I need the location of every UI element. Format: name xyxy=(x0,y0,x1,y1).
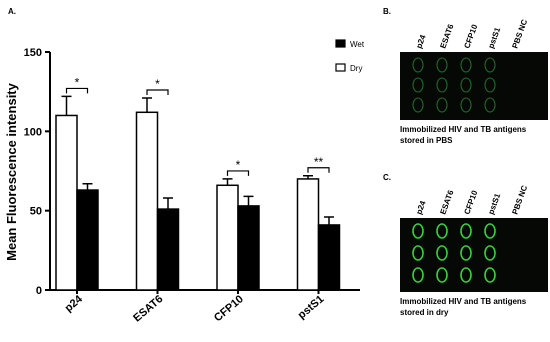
spot xyxy=(412,77,424,93)
legend-label: Wet xyxy=(350,40,365,49)
significance-bracket xyxy=(226,170,250,176)
y-tick-label: 150 xyxy=(24,47,42,59)
spot xyxy=(436,245,448,261)
spot xyxy=(484,267,496,283)
bar xyxy=(156,208,180,291)
significance-bracket xyxy=(65,87,89,94)
bar xyxy=(216,184,239,291)
x-tick-label: ESAT6 xyxy=(131,293,165,324)
spot xyxy=(460,97,472,113)
x-tick-label: CFP10 xyxy=(212,293,246,324)
legend-swatch xyxy=(335,63,346,72)
y-tick-label: 100 xyxy=(24,126,42,138)
error-bar xyxy=(243,195,254,206)
spot xyxy=(436,223,448,239)
column-label: pstS1 xyxy=(486,192,502,216)
significance-label: * xyxy=(236,158,241,172)
y-tick-label: 50 xyxy=(30,206,42,218)
significance-bracket xyxy=(146,89,169,96)
bar xyxy=(135,111,159,291)
spot xyxy=(436,57,448,73)
legend-label: Dry xyxy=(350,64,362,73)
spot xyxy=(436,267,448,283)
column-label: ESAT6 xyxy=(438,188,455,215)
bar xyxy=(237,205,260,291)
x-tick-label: p24 xyxy=(63,293,86,315)
panel-label: B. xyxy=(383,7,391,16)
column-label: CFP10 xyxy=(462,189,479,216)
spot xyxy=(484,97,496,113)
spot xyxy=(484,57,496,73)
y-tick-label: 0 xyxy=(36,285,42,297)
column-label: p24 xyxy=(414,199,427,216)
column-label: CFP10 xyxy=(462,23,479,50)
spot xyxy=(460,77,472,93)
bar xyxy=(317,224,341,291)
bar xyxy=(296,178,320,291)
x-tick-label: pstS1 xyxy=(296,293,327,321)
significance-label: * xyxy=(155,77,160,91)
panel-label: A. xyxy=(8,7,16,16)
spot xyxy=(484,245,496,261)
legend-swatch xyxy=(335,39,346,48)
column-label: pstS1 xyxy=(486,26,502,50)
error-bar xyxy=(163,197,173,210)
column-label: PBS NC xyxy=(510,184,529,216)
spot xyxy=(412,97,424,113)
error-bar xyxy=(303,175,313,179)
panel-caption: Immobilized HIV and TB antigens xyxy=(400,297,527,306)
spot xyxy=(460,245,472,261)
significance-label: ** xyxy=(314,155,324,169)
spot xyxy=(460,267,472,283)
column-label: p24 xyxy=(414,33,427,50)
panel-caption: Immobilized HIV and TB antigens xyxy=(400,125,527,134)
panel-label: C. xyxy=(383,173,391,182)
column-label: PBS NC xyxy=(510,18,529,50)
spot xyxy=(436,77,448,93)
blot-image xyxy=(400,218,548,292)
spot xyxy=(436,97,448,113)
blot-image xyxy=(400,52,548,120)
significance-bracket xyxy=(307,167,330,173)
spot xyxy=(412,245,424,261)
bar xyxy=(76,189,99,291)
spot xyxy=(484,77,496,93)
spot xyxy=(412,267,424,283)
spot xyxy=(412,223,424,239)
spot xyxy=(460,223,472,239)
error-bar xyxy=(324,216,334,225)
column-label: ESAT6 xyxy=(438,22,455,49)
panel-caption: stored in dry xyxy=(400,308,449,317)
error-bar xyxy=(61,95,72,116)
significance-label: * xyxy=(75,75,80,89)
spot xyxy=(484,223,496,239)
error-bar xyxy=(82,182,93,191)
spot xyxy=(412,57,424,73)
panel-caption: stored in PBS xyxy=(400,136,453,145)
spot xyxy=(460,57,472,73)
error-bar xyxy=(142,97,152,113)
error-bar xyxy=(222,178,233,186)
y-axis-label: Mean Fluorescence intensity xyxy=(4,82,19,260)
bar xyxy=(55,114,78,291)
